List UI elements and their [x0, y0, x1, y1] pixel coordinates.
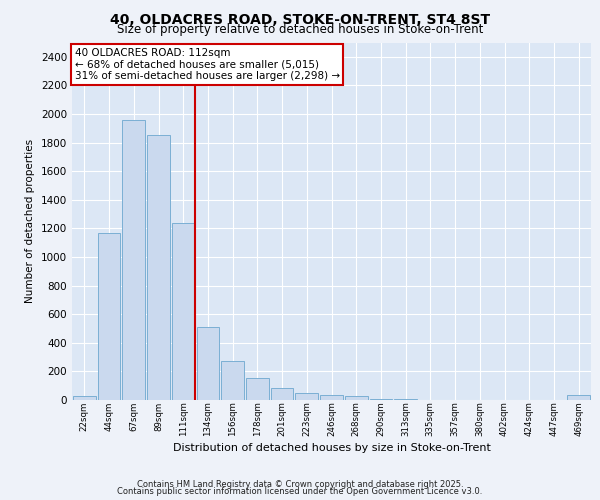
- Bar: [172, 222, 194, 400]
- X-axis label: Distribution of detached houses by size in Stoke-on-Trent: Distribution of detached houses by size …: [173, 443, 490, 453]
- Bar: [221, 360, 244, 400]
- Bar: [122, 120, 145, 400]
- Bar: [320, 395, 343, 400]
- Bar: [246, 378, 269, 400]
- Bar: [567, 395, 590, 400]
- Text: Contains public sector information licensed under the Open Government Licence v3: Contains public sector information licen…: [118, 487, 482, 496]
- Bar: [98, 232, 121, 400]
- Bar: [197, 327, 219, 400]
- Text: Contains HM Land Registry data © Crown copyright and database right 2025.: Contains HM Land Registry data © Crown c…: [137, 480, 463, 489]
- Bar: [345, 396, 368, 400]
- Y-axis label: Number of detached properties: Number of detached properties: [25, 139, 35, 304]
- Text: 40, OLDACRES ROAD, STOKE-ON-TRENT, ST4 8ST: 40, OLDACRES ROAD, STOKE-ON-TRENT, ST4 8…: [110, 12, 490, 26]
- Bar: [271, 388, 293, 400]
- Bar: [370, 398, 392, 400]
- Bar: [147, 134, 170, 400]
- Bar: [73, 396, 96, 400]
- Bar: [295, 393, 318, 400]
- Text: Size of property relative to detached houses in Stoke-on-Trent: Size of property relative to detached ho…: [117, 22, 483, 36]
- Text: 40 OLDACRES ROAD: 112sqm
← 68% of detached houses are smaller (5,015)
31% of sem: 40 OLDACRES ROAD: 112sqm ← 68% of detach…: [74, 48, 340, 81]
